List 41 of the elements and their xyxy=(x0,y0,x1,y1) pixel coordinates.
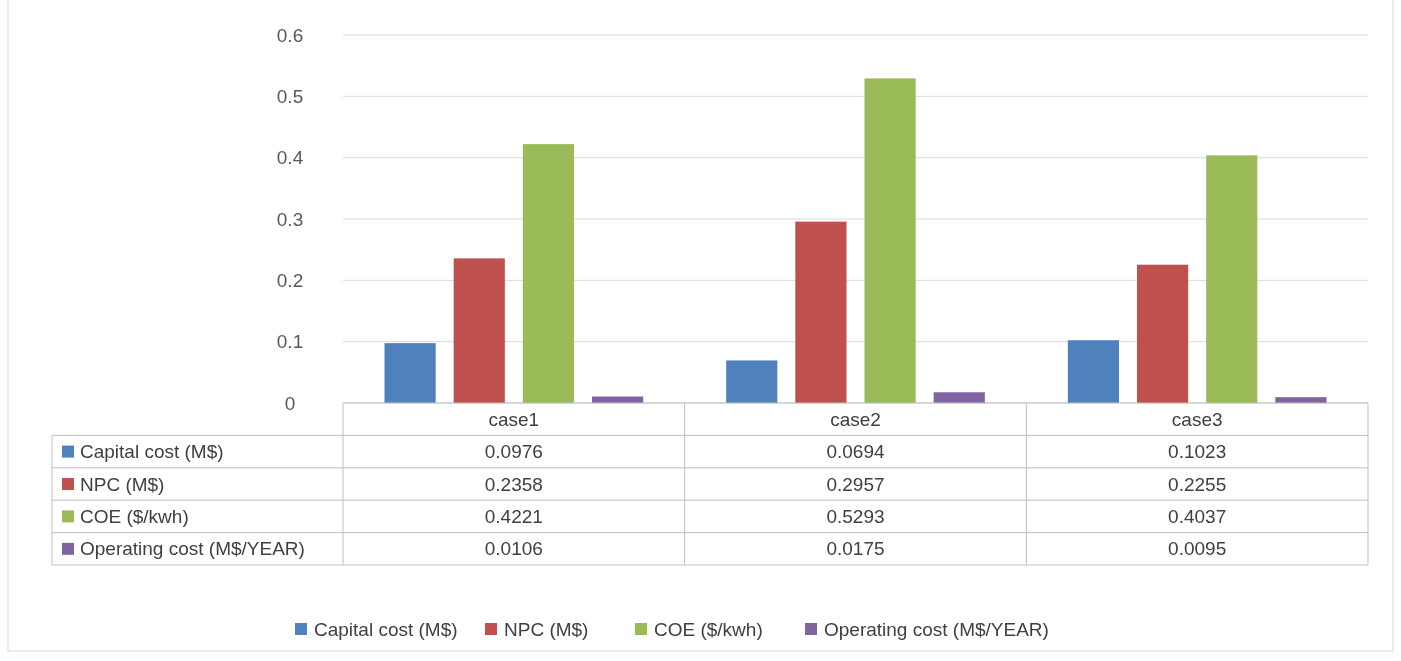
bar xyxy=(1067,340,1120,403)
bar xyxy=(522,144,575,403)
x-tick-label: case2 xyxy=(830,408,881,430)
bar xyxy=(726,360,778,403)
data-label: 0.2957 xyxy=(826,473,885,495)
y-tick-label: 0 xyxy=(284,392,296,414)
y-tick-label: 0.6 xyxy=(276,24,304,46)
y-tick-label: 0.2 xyxy=(276,269,304,291)
text: Capital cost (M$) xyxy=(314,618,458,640)
x-tick-label: case1 xyxy=(488,408,540,430)
data-label: 0.0106 xyxy=(484,538,543,560)
y-tick-label: 0.3 xyxy=(276,208,304,230)
text: NPC (M$) xyxy=(80,473,165,495)
y-tick-label: 0.5 xyxy=(276,85,304,107)
data-label: 0.2358 xyxy=(484,473,543,495)
y-tick-label: 0.1 xyxy=(276,331,304,353)
bar xyxy=(591,396,644,403)
bar xyxy=(1206,155,1258,403)
data-label: 0.0976 xyxy=(484,441,543,463)
bar xyxy=(933,392,985,403)
x-tick-label: case3 xyxy=(1171,408,1223,430)
text: COE ($/kwh) xyxy=(80,506,189,528)
data-label: 0.4221 xyxy=(484,506,543,528)
bar xyxy=(453,258,505,403)
legend-label: COE ($/kwh) xyxy=(654,618,763,640)
data-label: 0.1023 xyxy=(1168,441,1227,463)
data-label: 0.0694 xyxy=(826,441,885,463)
legend-label: Capital cost (M$) xyxy=(80,441,224,463)
bar xyxy=(1136,264,1189,403)
legend-label: Operating cost (M$/YEAR) xyxy=(824,618,1049,640)
legend-label: NPC (M$) xyxy=(504,618,589,640)
bar xyxy=(384,343,436,403)
data-label: 0.4037 xyxy=(1168,506,1227,528)
data-label: 0.0175 xyxy=(826,538,885,560)
text: Operating cost (M$/YEAR) xyxy=(80,538,305,560)
bar xyxy=(864,78,916,403)
bar xyxy=(795,221,847,403)
data-label: 0.0095 xyxy=(1168,538,1227,560)
data-label: 0.5293 xyxy=(826,506,885,528)
data-label: 0.2255 xyxy=(1168,473,1227,495)
y-tick-label: 0.4 xyxy=(276,147,304,169)
